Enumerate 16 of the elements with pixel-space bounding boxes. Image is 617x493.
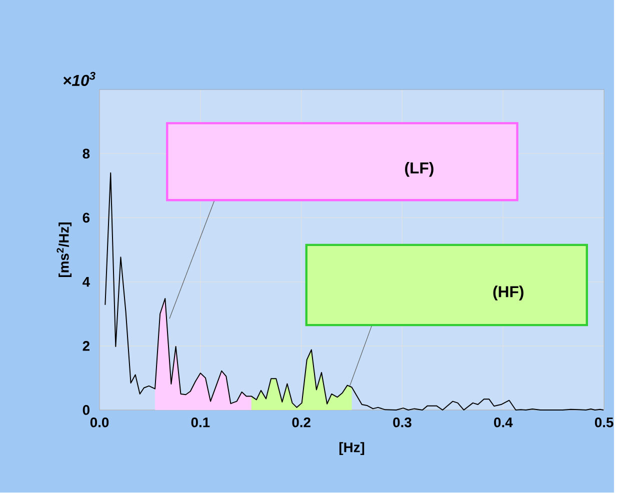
y-tick-label: 4 [82,277,90,287]
x-axis-title: [Hz] [339,442,364,456]
x-tick-label: 0.3 [393,418,412,428]
annotation: (LF) [405,162,434,177]
y-tick-label: 6 [82,213,90,223]
y-axis-title: [ms$^{2}$/Hz] [56,222,72,278]
y-tick-label: 0 [82,405,90,416]
y-tick-label: 8 [82,148,90,159]
x-tick-label: 0.0 [90,418,109,428]
x-tick-label: 0.2 [292,418,310,428]
annotation: (HF) [493,286,524,301]
x-tick-label: 0.1 [191,418,210,428]
text: ×10$^{3}$ [63,72,96,86]
x-tick-label: 0.5 [594,418,614,428]
y-tick-label: 2 [82,341,90,351]
x-tick-label: 0.4 [494,418,513,428]
